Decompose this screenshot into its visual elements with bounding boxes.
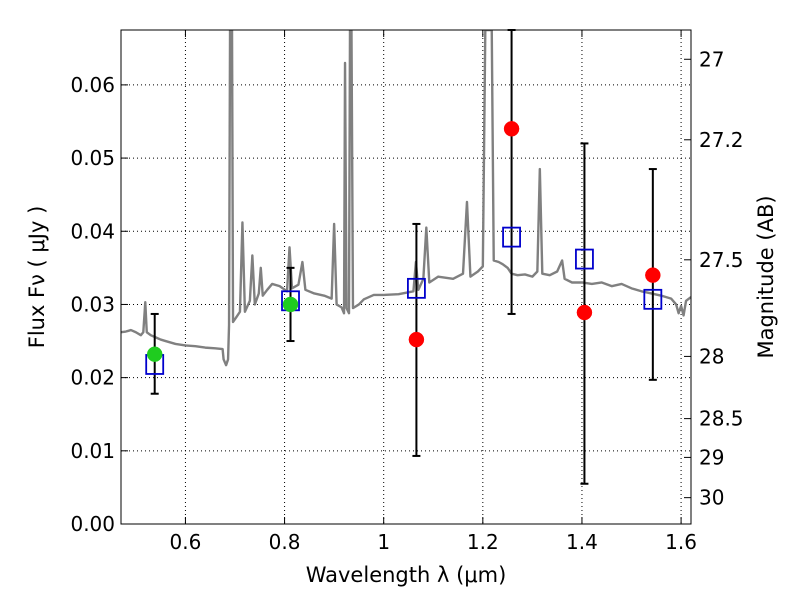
y-tick-label: 0.01 <box>70 439 115 463</box>
y-tick-label: 0.04 <box>70 219 115 243</box>
observed-point <box>645 267 661 283</box>
grid-lines <box>121 30 691 525</box>
model-point-square <box>407 277 426 299</box>
plot-frame <box>120 29 692 525</box>
right-tick-label: 27.2 <box>699 128 744 152</box>
x-tick-label: 1.6 <box>665 530 697 554</box>
observed-point <box>282 296 299 313</box>
x-axis-ticks: 0.6 0.8 1 1.2 1.4 1.6 <box>170 30 697 554</box>
model-spectrum <box>121 30 691 367</box>
right-axis-label: Magnitude (AB) <box>754 195 778 358</box>
spectrum-line <box>121 30 691 367</box>
right-tick-label: 30 <box>699 486 724 510</box>
right-tick-label: 27.5 <box>699 248 744 272</box>
model-point-square <box>502 226 521 248</box>
y-axis-label: Flux Fν ( μJy ) <box>25 206 49 349</box>
y-tick-label: 0.00 <box>70 512 115 536</box>
y-tick-label: 0.06 <box>70 73 115 97</box>
observed-point <box>576 304 593 321</box>
right-tick-label: 29 <box>699 445 724 469</box>
right-tick-label: 27 <box>699 47 724 71</box>
error-bars <box>150 29 657 485</box>
right-axis-ticks: 27 27.2 27.5 28 28.5 29 30 <box>684 47 744 510</box>
observed-photometry-markers <box>146 121 661 362</box>
x-tick-label: 1 <box>377 530 390 554</box>
model-point-square <box>643 288 663 310</box>
observed-point <box>146 346 163 362</box>
y-axis-ticks: 0.00 0.01 0.02 0.03 0.04 0.05 0.06 <box>70 73 128 536</box>
x-axis-label: Wavelength λ (μm) <box>306 563 507 587</box>
y-tick-label: 0.02 <box>70 366 115 390</box>
y-tick-label: 0.03 <box>70 292 115 316</box>
right-tick-label: 28.5 <box>699 407 744 431</box>
observed-point <box>408 331 425 348</box>
x-tick-label: 1.2 <box>467 530 499 554</box>
y-tick-label: 0.05 <box>70 146 115 170</box>
x-tick-label: 0.8 <box>269 530 301 554</box>
x-tick-label: 0.6 <box>170 530 202 554</box>
right-tick-label: 28 <box>699 344 724 368</box>
model-point-square <box>575 248 594 270</box>
x-tick-label: 1.4 <box>566 530 598 554</box>
observed-point <box>503 121 520 137</box>
